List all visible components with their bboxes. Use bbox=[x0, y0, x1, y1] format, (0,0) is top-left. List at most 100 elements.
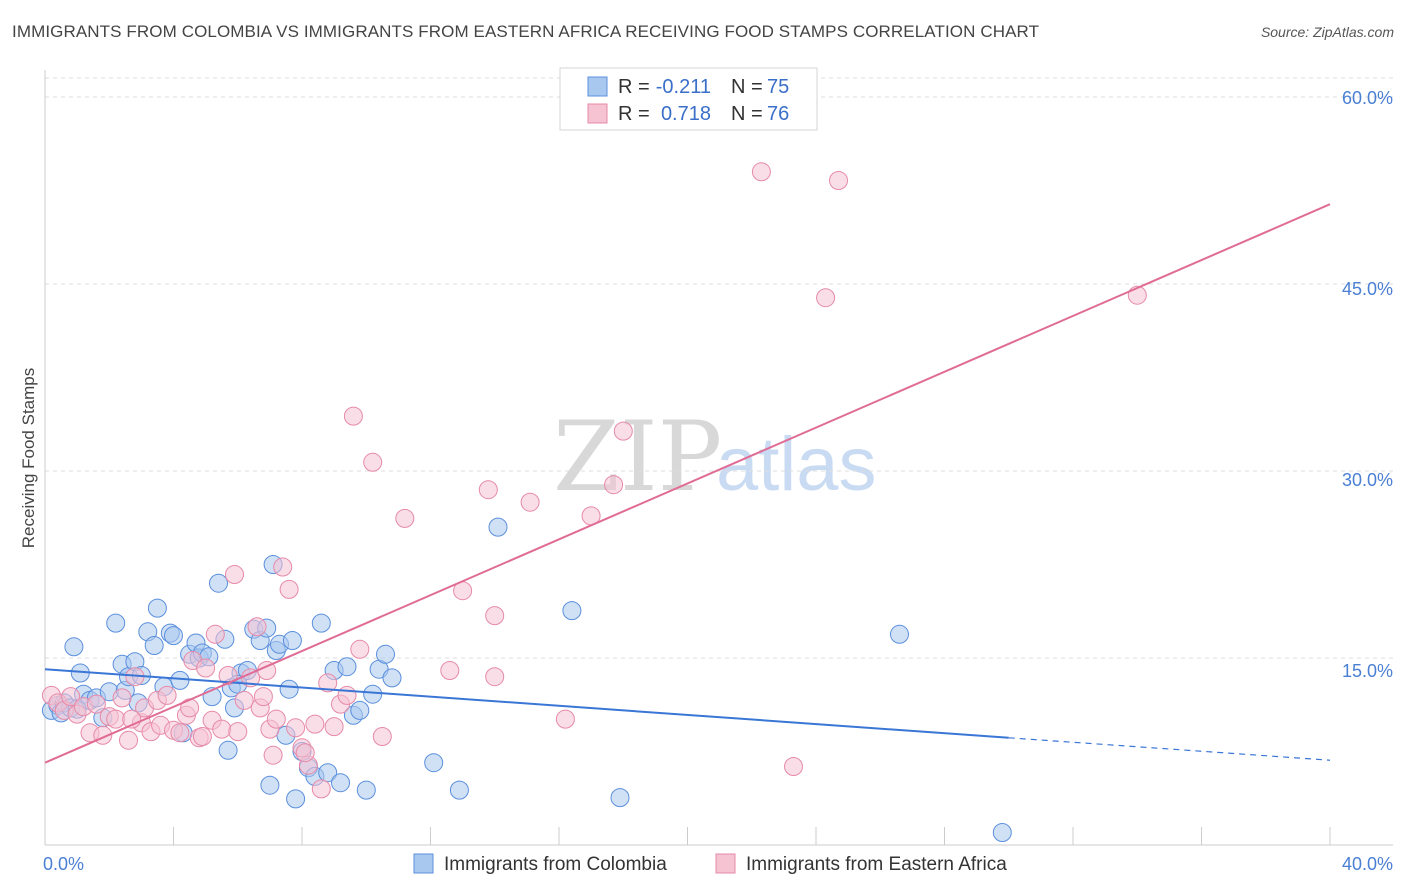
colombia-point bbox=[331, 773, 350, 793]
chart-source: Source: ZipAtlas.com bbox=[1260, 24, 1394, 40]
colombia-point bbox=[318, 763, 338, 783]
y-axis-label: Receiving Food Stamps bbox=[19, 368, 38, 548]
eastafrica-point bbox=[263, 745, 283, 765]
colombia-point bbox=[337, 657, 357, 677]
trend-line-eastafrica bbox=[44, 203, 1331, 764]
colombia-point bbox=[147, 598, 167, 618]
eastafrica-point bbox=[363, 452, 383, 472]
eastafrica-point bbox=[816, 288, 836, 308]
eastafrica-point bbox=[784, 757, 803, 776]
stats-n-value-colombia: 75 bbox=[767, 76, 789, 98]
eastafrica-point bbox=[106, 709, 126, 729]
colombia-point bbox=[890, 624, 909, 644]
eastafrica-point bbox=[613, 421, 633, 441]
eastafrica-point bbox=[279, 579, 299, 599]
stats-swatch-colombia bbox=[587, 76, 608, 97]
trend-line-colombia bbox=[44, 668, 1009, 739]
colombia-point bbox=[170, 670, 190, 690]
stats-box: R = -0.211 N = 75 R = 0.718 N = 76 bbox=[559, 67, 818, 131]
colombia-point bbox=[64, 637, 84, 657]
colombia-point bbox=[488, 517, 508, 537]
eastafrica-point bbox=[604, 475, 624, 495]
watermark: ZIP atlas bbox=[553, 401, 877, 513]
chart-title: IMMIGRANTS FROM COLOMBIA VS IMMIGRANTS F… bbox=[12, 22, 1040, 41]
eastafrica-point bbox=[205, 624, 225, 644]
eastafrica-point bbox=[225, 565, 244, 584]
watermark-zip: ZIP bbox=[553, 401, 722, 513]
series-eastafrica-points bbox=[41, 162, 1147, 799]
legend-swatch-eastafrica bbox=[715, 853, 736, 874]
colombia-point bbox=[260, 775, 280, 795]
eastafrica-point bbox=[61, 687, 81, 707]
legend: Immigrants from Colombia Immigrants from… bbox=[413, 853, 1007, 875]
eastafrica-point bbox=[395, 508, 415, 528]
eastafrica-point bbox=[295, 743, 315, 763]
y-tick-label-45: 45.0% bbox=[1342, 279, 1393, 299]
eastafrica-point bbox=[337, 685, 357, 705]
stats-r-label-colombia: R = bbox=[618, 76, 650, 98]
eastafrica-point bbox=[196, 658, 216, 678]
stats-n-label-colombia: N = bbox=[731, 76, 763, 98]
eastafrica-point bbox=[324, 717, 344, 737]
colombia-point bbox=[992, 823, 1012, 842]
colombia-point bbox=[382, 668, 402, 688]
eastafrica-point bbox=[305, 714, 325, 734]
eastafrica-point bbox=[273, 557, 293, 577]
colombia-point bbox=[144, 636, 164, 655]
colombia-point bbox=[164, 626, 183, 646]
colombia-point bbox=[424, 753, 444, 773]
eastafrica-point bbox=[253, 687, 273, 707]
eastafrica-point bbox=[247, 617, 267, 637]
eastafrica-point bbox=[212, 719, 232, 739]
watermark-atlas: atlas bbox=[716, 422, 877, 507]
colombia-point bbox=[279, 679, 299, 699]
eastafrica-point bbox=[485, 667, 505, 687]
eastafrica-point bbox=[112, 688, 132, 708]
colombia-point bbox=[356, 780, 376, 800]
legend-swatch-colombia bbox=[413, 853, 434, 874]
stats-swatch-eastafrica bbox=[587, 103, 608, 124]
colombia-point bbox=[376, 644, 395, 664]
gridlines bbox=[45, 77, 1393, 659]
colombia-point bbox=[449, 780, 469, 800]
colombia-point bbox=[286, 789, 306, 809]
legend-label-eastafrica: Immigrants from Eastern Africa bbox=[746, 854, 1007, 875]
eastafrica-point bbox=[228, 722, 248, 742]
colombia-point bbox=[282, 631, 302, 650]
colombia-point bbox=[350, 700, 370, 720]
colombia-point bbox=[106, 613, 126, 633]
eastafrica-point bbox=[751, 162, 771, 182]
stats-r-value-eastafrica: 0.718 bbox=[661, 103, 711, 125]
colombia-point bbox=[363, 684, 383, 704]
x-axis-ticks bbox=[44, 827, 1331, 845]
stats-n-label-eastafrica: N = bbox=[731, 103, 763, 125]
colombia-point bbox=[311, 613, 331, 633]
eastafrica-point bbox=[266, 709, 286, 729]
eastafrica-point bbox=[343, 406, 363, 426]
eastafrica-point bbox=[372, 727, 392, 746]
eastafrica-point bbox=[234, 690, 254, 710]
colombia-point bbox=[209, 573, 228, 593]
colombia-point bbox=[610, 788, 630, 808]
eastafrica-point bbox=[555, 709, 575, 729]
eastafrica-point bbox=[218, 666, 238, 685]
eastafrica-point bbox=[192, 727, 212, 746]
eastafrica-point bbox=[311, 779, 331, 799]
stats-r-value-colombia: -0.211 bbox=[656, 76, 711, 98]
eastafrica-point bbox=[318, 673, 338, 693]
y-tick-label-30: 30.0% bbox=[1342, 470, 1393, 490]
x-tick-label-max: 40.0% bbox=[1342, 854, 1393, 874]
eastafrica-point bbox=[478, 480, 498, 500]
eastafrica-point bbox=[157, 685, 177, 705]
colombia-point bbox=[562, 601, 582, 621]
eastafrica-point bbox=[520, 492, 540, 512]
eastafrica-point bbox=[440, 661, 460, 680]
trend-line-colombia-extrapolated bbox=[1008, 737, 1331, 761]
eastafrica-point bbox=[119, 730, 138, 750]
eastafrica-point bbox=[286, 718, 306, 738]
eastafrica-point bbox=[485, 606, 505, 626]
x-tick-label-min: 0.0% bbox=[43, 854, 84, 874]
stats-r-label-eastafrica: R = bbox=[618, 103, 650, 125]
y-tick-label-60: 60.0% bbox=[1342, 88, 1393, 108]
stats-n-value-eastafrica: 76 bbox=[767, 103, 789, 125]
